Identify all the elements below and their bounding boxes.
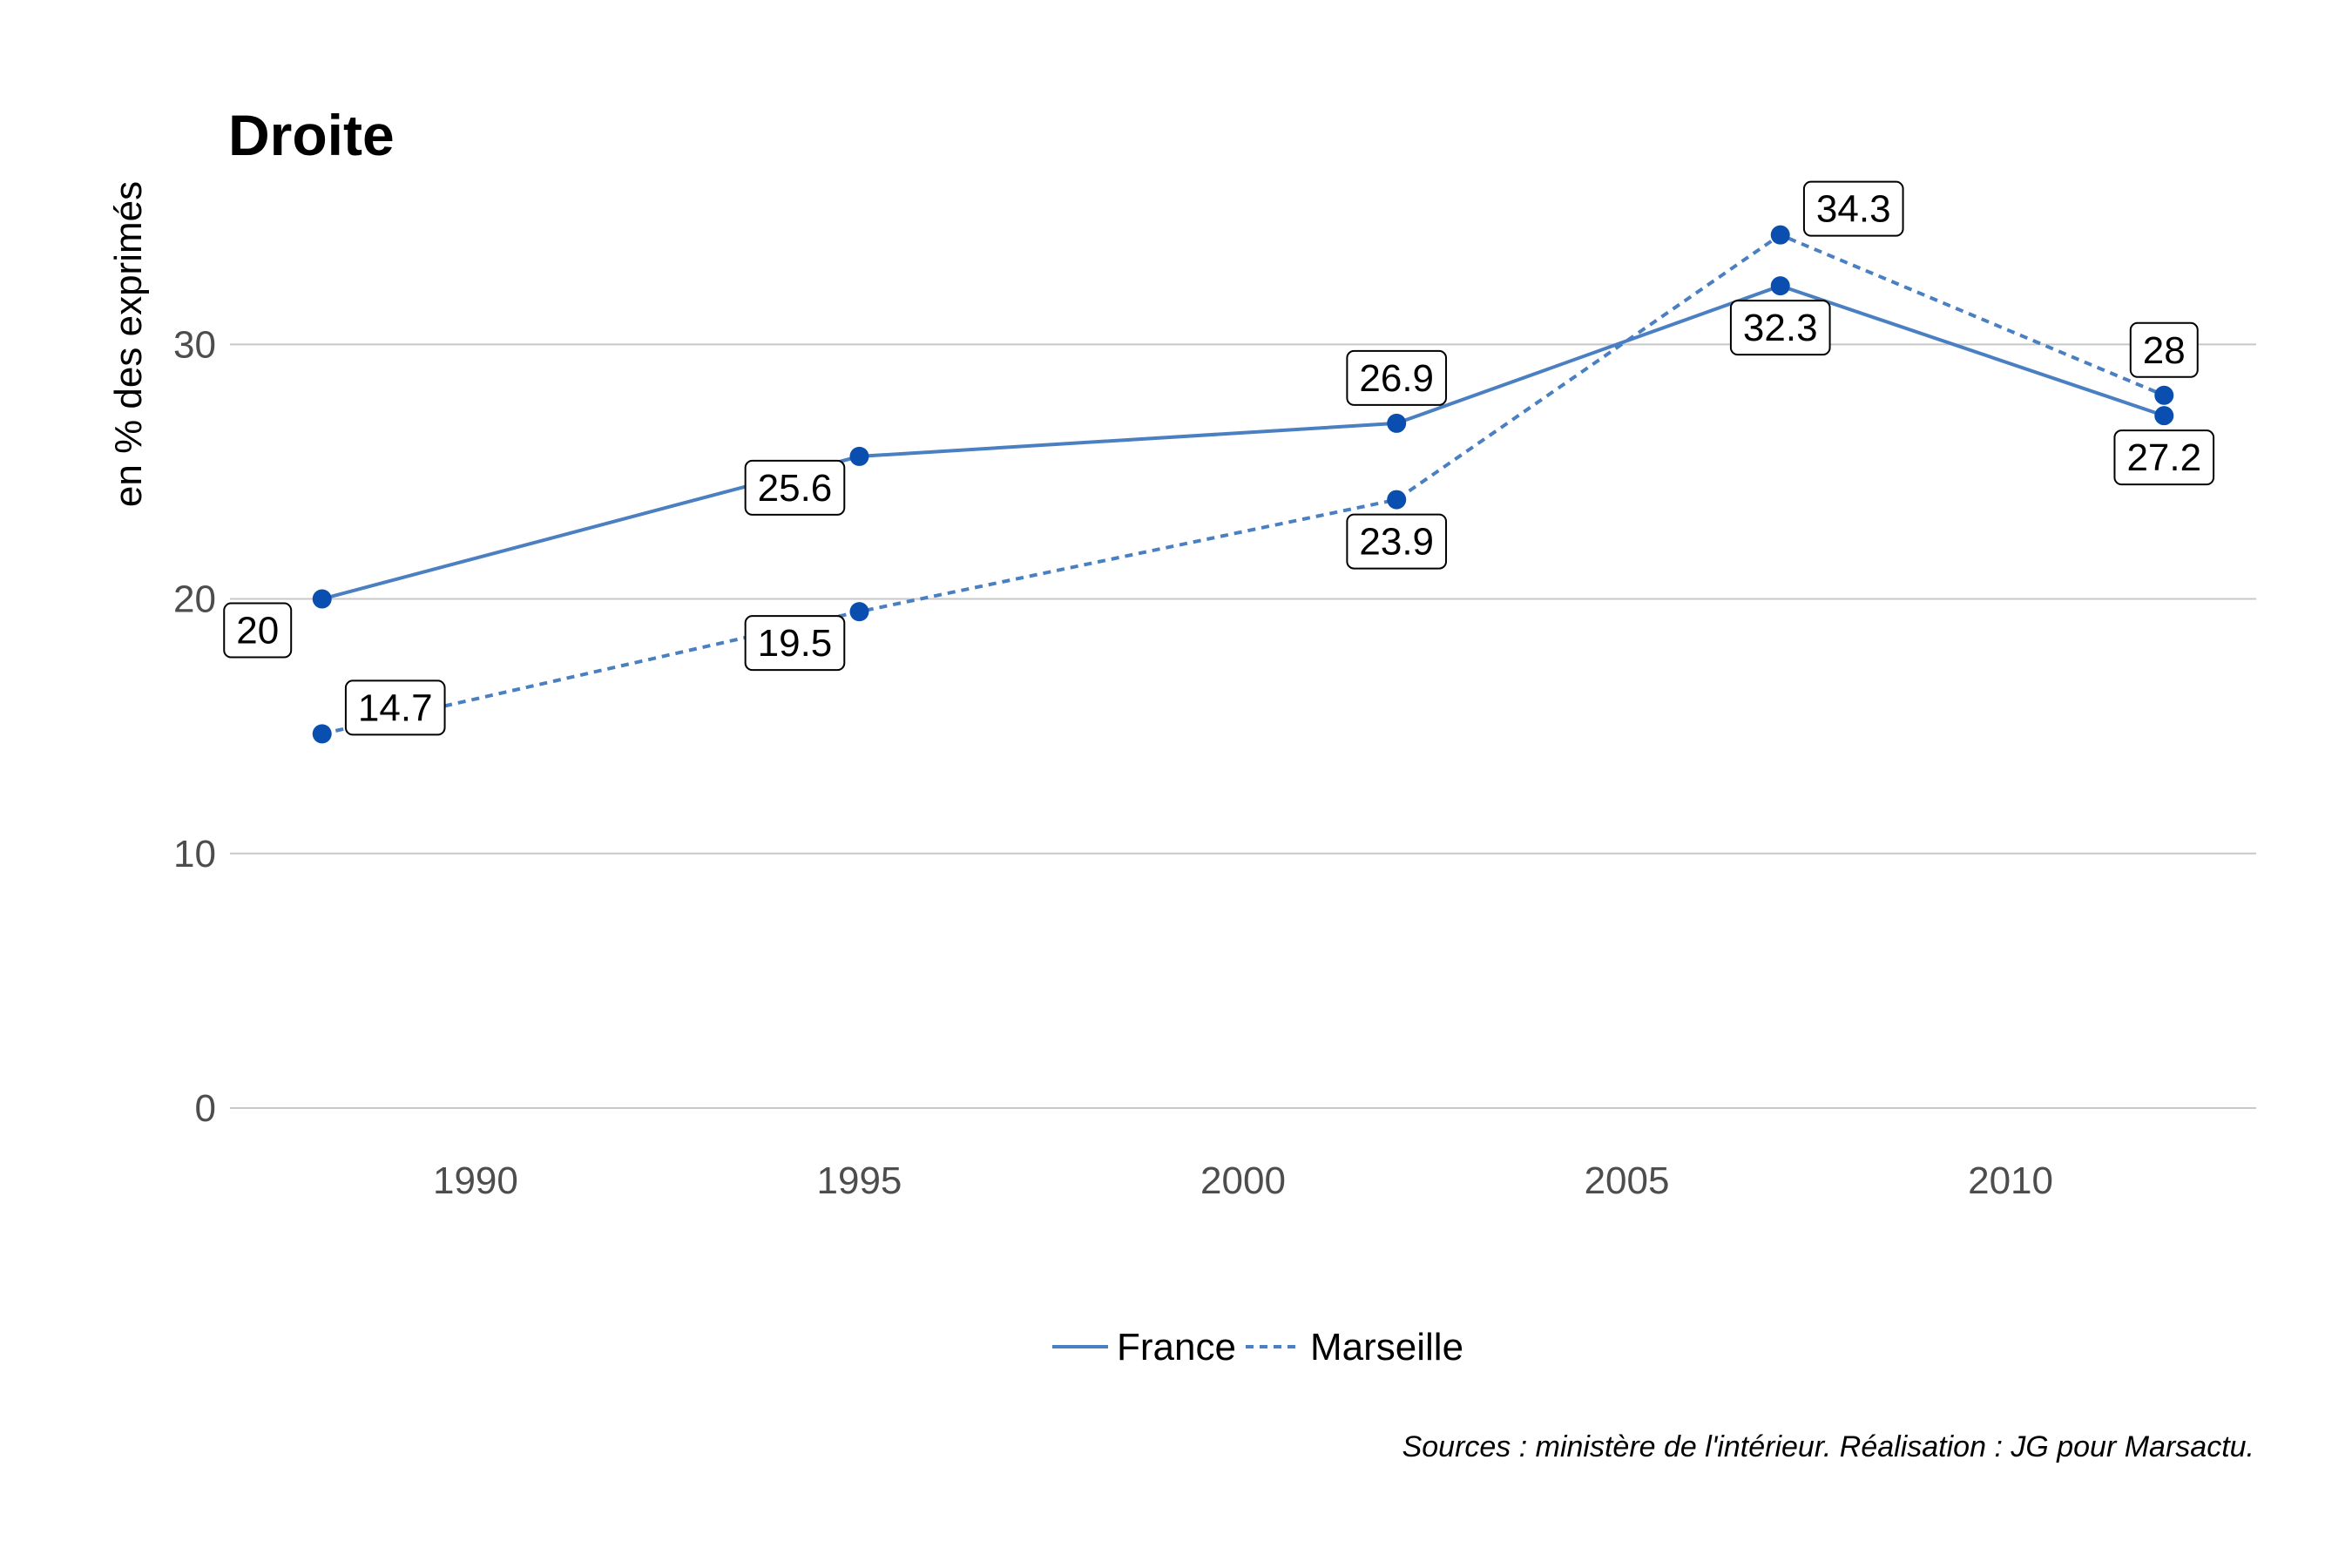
chart-title: Droite — [228, 103, 395, 167]
x-axis-ticks: 1990 1995 2000 2005 2010 — [433, 1159, 2053, 1202]
x-tick-label: 2005 — [1585, 1159, 1670, 1202]
data-label-france: 27.2 — [2113, 429, 2215, 486]
y-tick-label: 0 — [195, 1087, 216, 1130]
svg-text:23.9: 23.9 — [1359, 521, 1434, 564]
legend: France Marseille — [1052, 1326, 1463, 1369]
data-point-marseille — [1387, 490, 1407, 510]
svg-text:14.7: 14.7 — [358, 686, 433, 729]
svg-text:27.2: 27.2 — [2126, 436, 2201, 479]
data-label-france: 25.6 — [744, 459, 846, 516]
data-label-marseille: 34.3 — [1802, 180, 1904, 237]
y-axis-label: en % des exprimés — [107, 181, 150, 507]
gridlines — [230, 343, 2256, 1109]
y-tick-label: 10 — [173, 833, 216, 875]
data-label-marseille: 28 — [2129, 321, 2199, 378]
legend-label-france: France — [1117, 1326, 1236, 1369]
x-tick-label: 2000 — [1200, 1159, 1286, 1202]
series-line-marseille — [321, 233, 2166, 736]
y-tick-label: 20 — [173, 578, 216, 621]
data-point-france — [2154, 406, 2174, 426]
data-label-marseille: 14.7 — [344, 679, 446, 736]
x-tick-label: 1990 — [433, 1159, 518, 1202]
data-label-marseille: 19.5 — [744, 615, 846, 672]
data-label-france: 26.9 — [1346, 349, 1448, 406]
series-lines — [321, 233, 2166, 736]
data-point-marseille — [2154, 385, 2174, 405]
data-label-marseille: 23.9 — [1346, 513, 1448, 570]
data-label-france: 20 — [223, 602, 293, 659]
data-point-france — [849, 446, 869, 466]
data-labels: 20 25.6 26.9 32.3 27.2 14.7 19.5 23.9 34.3 28 — [223, 180, 2215, 736]
svg-text:26.9: 26.9 — [1359, 357, 1434, 400]
y-tick-label: 30 — [173, 323, 216, 366]
data-point-marseille — [1770, 225, 1790, 245]
svg-text:28: 28 — [2143, 329, 2186, 372]
series-points — [312, 225, 2174, 744]
legend-label-marseille: Marseille — [1310, 1326, 1463, 1369]
svg-text:20: 20 — [236, 610, 279, 652]
svg-text:34.3: 34.3 — [1816, 188, 1891, 231]
source-caption: Sources : ministère de l'intérieur. Réal… — [1402, 1430, 2254, 1463]
data-point-france — [1387, 413, 1407, 433]
series-line-france — [321, 284, 2165, 601]
data-point-france — [312, 589, 332, 609]
data-point-marseille — [849, 602, 869, 622]
data-point-france — [1770, 276, 1790, 296]
svg-text:32.3: 32.3 — [1743, 307, 1818, 349]
data-point-marseille — [312, 724, 332, 744]
y-axis-ticks: 0 10 20 30 — [173, 323, 216, 1130]
x-tick-label: 2010 — [1968, 1159, 2053, 1202]
x-tick-label: 1995 — [817, 1159, 902, 1202]
data-label-france: 32.3 — [1729, 300, 1831, 356]
svg-text:19.5: 19.5 — [758, 622, 833, 665]
svg-text:25.6: 25.6 — [758, 467, 833, 510]
